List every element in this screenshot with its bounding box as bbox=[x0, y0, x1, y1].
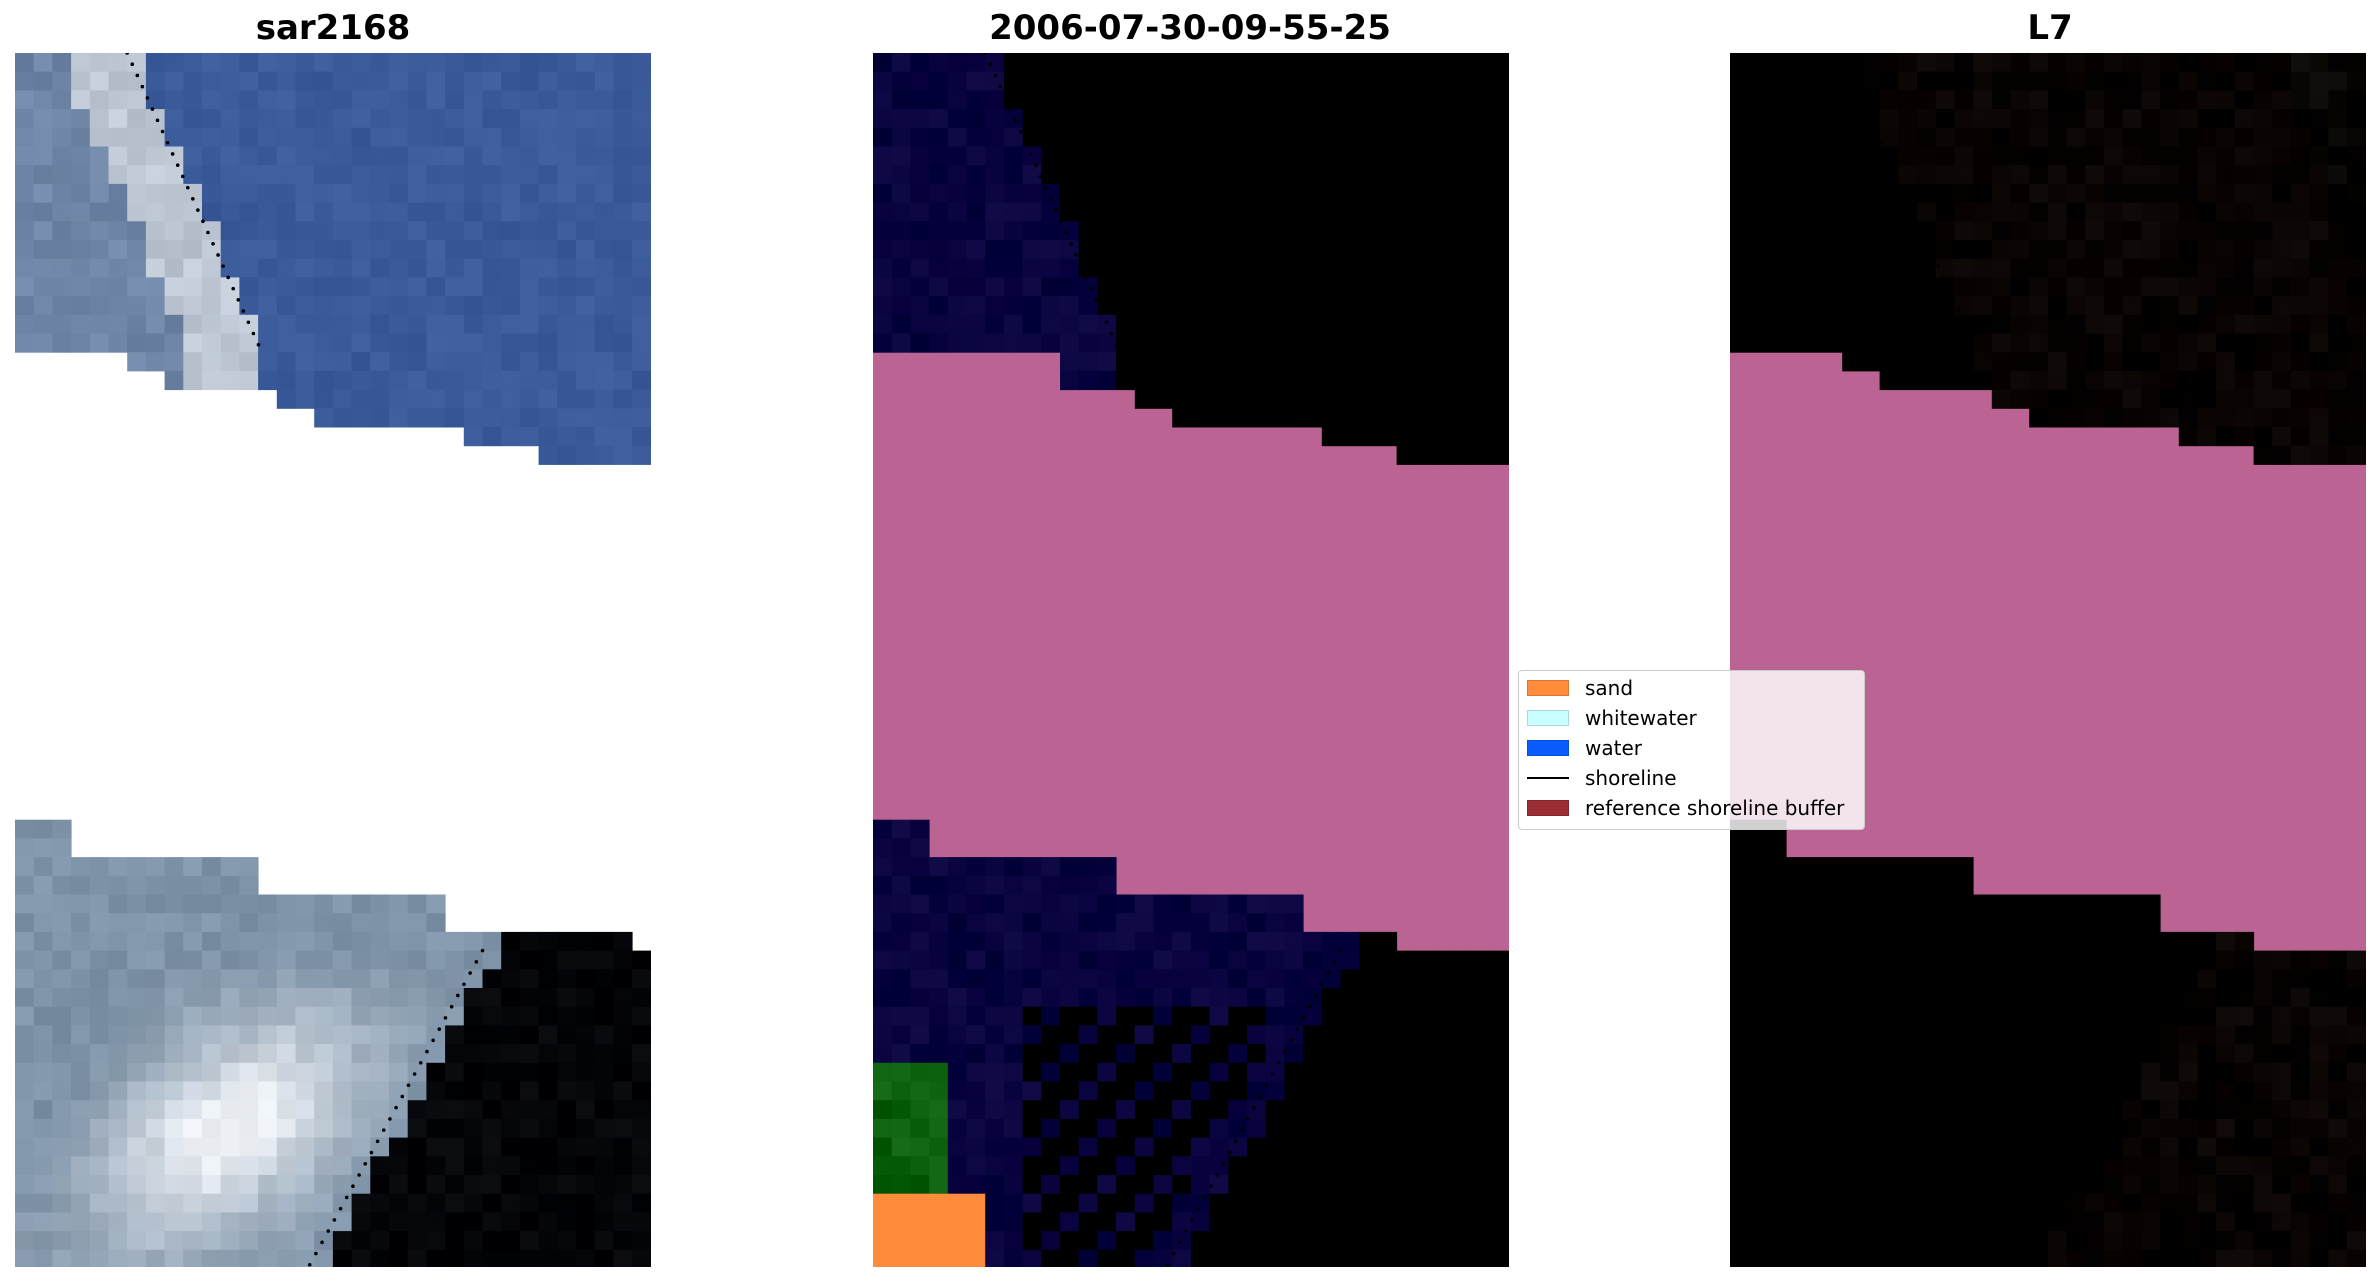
shoreline-swatch bbox=[1527, 777, 1569, 779]
rgb-satellite-image bbox=[15, 53, 651, 1267]
legend-item-buffer: reference shoreline buffer bbox=[1527, 795, 1844, 821]
rgb-image-panel bbox=[15, 53, 651, 1267]
classification-panel bbox=[873, 53, 1509, 1267]
ndwi-panel bbox=[1730, 53, 2366, 1267]
legend-item-sand: sand bbox=[1527, 675, 1633, 701]
legend-label-shoreline: shoreline bbox=[1585, 766, 1677, 790]
legend-label-sand: sand bbox=[1585, 676, 1634, 700]
legend-label-whitewater: whitewater bbox=[1585, 706, 1697, 730]
legend: sand whitewater water shoreline referenc… bbox=[1518, 670, 1865, 830]
legend-item-shoreline: shoreline bbox=[1527, 765, 1677, 791]
panel-title-classification: 2006-07-30-09-55-25 bbox=[989, 8, 1391, 48]
legend-label-buffer: reference shoreline buffer bbox=[1585, 796, 1845, 820]
sand-swatch bbox=[1527, 680, 1569, 696]
panel-title-ndwi: L7 bbox=[2027, 8, 2073, 48]
panel-title-rgb: sar2168 bbox=[255, 8, 411, 48]
buffer-swatch bbox=[1527, 800, 1569, 816]
ndwi-image bbox=[1730, 53, 2366, 1267]
legend-item-water: water bbox=[1527, 735, 1642, 761]
legend-item-whitewater: whitewater bbox=[1527, 705, 1697, 731]
water-swatch bbox=[1527, 740, 1569, 756]
whitewater-swatch bbox=[1527, 710, 1569, 726]
legend-label-water: water bbox=[1585, 736, 1642, 760]
classified-image bbox=[873, 53, 1509, 1267]
